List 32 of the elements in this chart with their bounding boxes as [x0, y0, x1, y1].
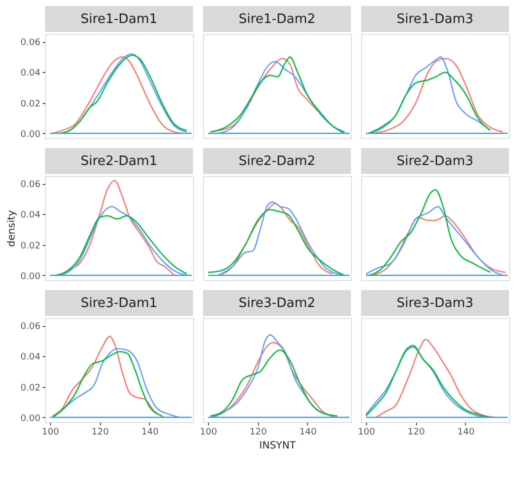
y-tick-label: 0.06	[20, 180, 41, 190]
chart-title: Sire2-Dam1	[80, 154, 158, 169]
chart-title: Sire3-Dam2	[238, 296, 316, 311]
chart-title: Sire3-Dam1	[80, 296, 158, 311]
y-tick-label: 0.06	[20, 38, 41, 48]
y-tick-label: 0.04	[20, 68, 41, 79]
x-tick-label: 140	[141, 428, 159, 438]
y-tick-label: 0.04	[20, 352, 41, 363]
y-tick-label: 0.06	[20, 322, 41, 332]
y-tick-label: 0.02	[20, 99, 40, 110]
chart-title: Sire1-Dam2	[238, 12, 316, 27]
y-tick-label: 0.00	[20, 130, 41, 140]
x-tick-label: 140	[299, 428, 317, 438]
y-axis-title: density	[6, 210, 18, 247]
y-tick-label: 0.00	[20, 414, 41, 424]
chart-title: Sire2-Dam3	[396, 154, 474, 169]
x-tick-label: 100	[358, 428, 376, 438]
x-axis-title: INSYNT	[259, 440, 297, 452]
y-tick-label: 0.02	[20, 383, 40, 394]
y-tick-label: 0.02	[20, 241, 40, 252]
x-tick-label: 140	[457, 428, 475, 438]
x-tick-label: 120	[250, 428, 268, 438]
x-tick-label: 120	[408, 428, 426, 438]
chart-title: Sire3-Dam3	[396, 296, 474, 311]
x-tick-label: 100	[42, 428, 60, 438]
y-tick-label: 0.00	[20, 272, 41, 282]
chart-title: Sire1-Dam3	[396, 12, 474, 27]
y-tick-label: 0.04	[20, 210, 41, 221]
x-tick-label: 100	[200, 428, 218, 438]
x-tick-label: 120	[92, 428, 110, 438]
chart-title: Sire1-Dam1	[80, 12, 158, 27]
chart-title: Sire2-Dam2	[238, 154, 316, 169]
